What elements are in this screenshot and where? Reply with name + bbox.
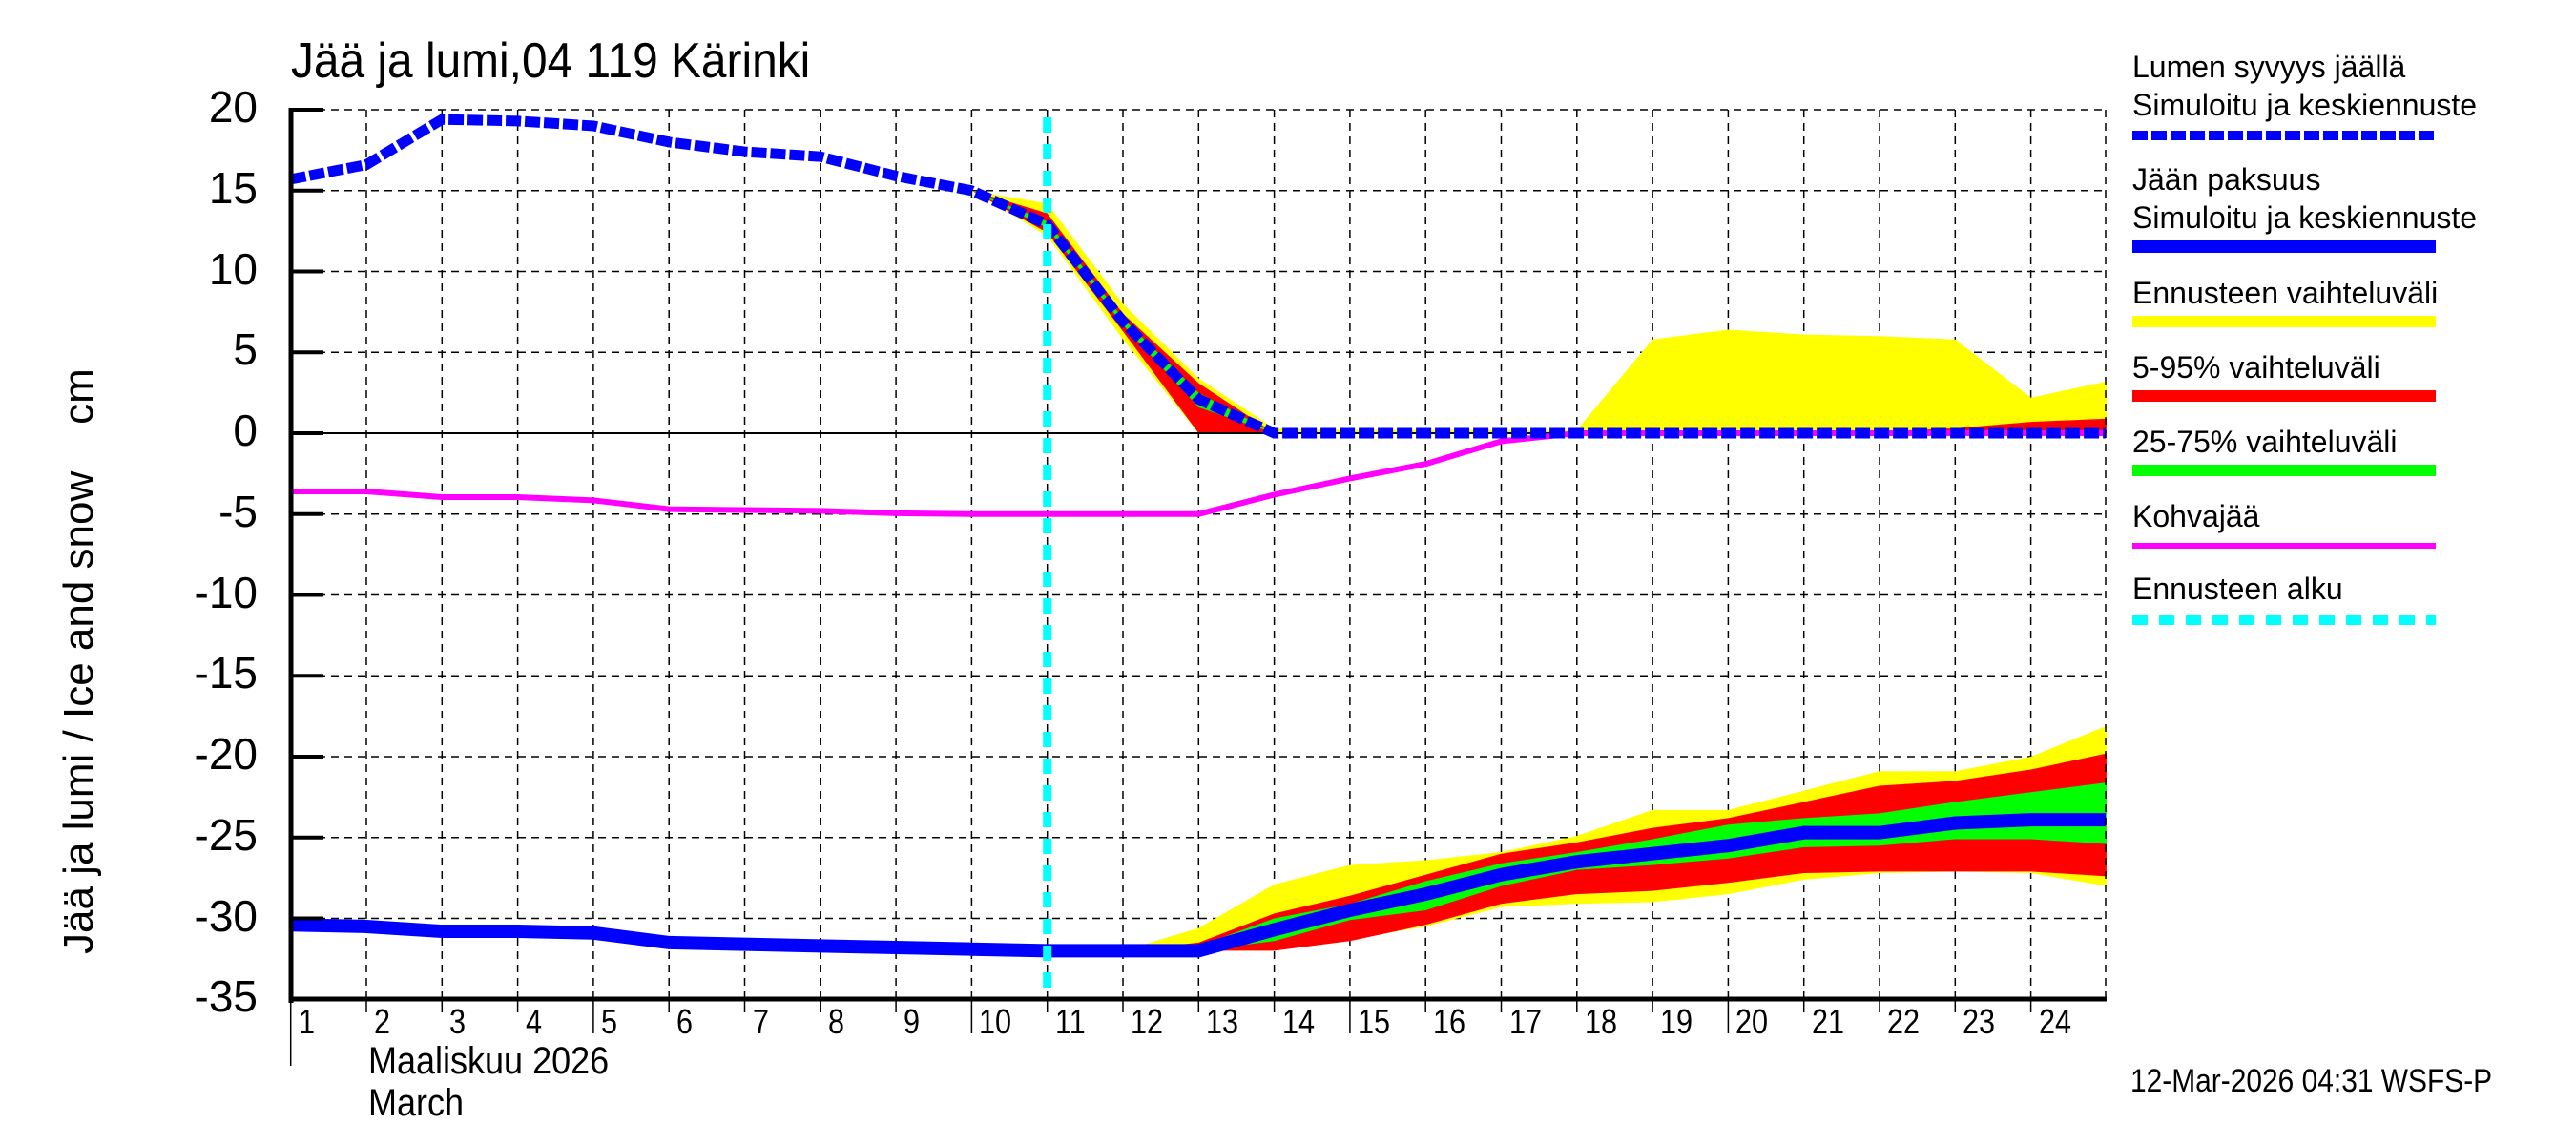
legend-label: 25-75% vaihteluväli — [2132, 425, 2398, 459]
legend-label: 5-95% vaihteluväli — [2132, 350, 2380, 385]
x-tick-label: 12 — [1131, 1002, 1164, 1041]
x-tick-label: 14 — [1281, 1002, 1315, 1041]
band-area — [971, 190, 2107, 433]
chart-title: Jää ja lumi,04 119 Kärinki — [291, 33, 811, 89]
y-tick-label: 0 — [233, 406, 258, 455]
x-tick-label: 4 — [525, 1002, 542, 1041]
y-tick-label: 5 — [233, 324, 258, 375]
legend-swatch-red — [2132, 390, 2436, 402]
data-lines — [289, 114, 2106, 999]
legend-label: Simuloitu ja keskiennuste — [2132, 200, 2478, 235]
legend-label: Simuloitu ja keskiennuste — [2132, 88, 2478, 122]
x-tick-label: 20 — [1735, 1002, 1769, 1041]
legend-label: Ennusteen vaihteluväli — [2132, 276, 2439, 310]
y-tick-label: -30 — [194, 890, 258, 941]
x-tick-label: 24 — [2038, 1002, 2071, 1041]
legend-label: Lumen syvyys jäällä — [2132, 50, 2406, 84]
legend-label: Ennusteen alku — [2132, 572, 2343, 606]
month-label-en: March — [368, 1082, 465, 1124]
x-tick-label: 19 — [1660, 1002, 1693, 1041]
y-tick-label: 20 — [208, 82, 258, 132]
y-tick-label: -25 — [194, 809, 258, 860]
legend-item-ice: Jään paksuus Simuloitu ja keskiennuste — [2132, 160, 2552, 253]
y-tick-label: -10 — [194, 567, 258, 617]
x-tick-label: 13 — [1206, 1002, 1239, 1041]
x-tick-label: 7 — [752, 1002, 769, 1041]
legend-item-full-range: Ennusteen vaihteluväli — [2132, 274, 2552, 327]
legend-item-snow: Lumen syvyys jäällä Simuloitu ja keskien… — [2132, 48, 2552, 143]
legend-swatch-magenta — [2132, 543, 2436, 549]
x-tick-label: 8 — [827, 1002, 844, 1041]
x-tick-label: 10 — [979, 1002, 1012, 1041]
y-tick-label: 15 — [208, 162, 258, 213]
legend-swatch-yellow — [2132, 316, 2436, 327]
y-tick-label: -5 — [218, 486, 258, 536]
legend-swatch-dashed-blue — [2132, 131, 2436, 140]
legend-label: Jään paksuus — [2132, 162, 2321, 197]
ice-thickness-line — [290, 813, 2106, 958]
legend-label: Kohvajää — [2132, 499, 2260, 533]
x-tick-label: 23 — [1963, 1002, 1996, 1041]
x-tick-label: 1 — [298, 1002, 315, 1041]
axes-frame — [288, 108, 2107, 1066]
y-tick-label: -15 — [194, 648, 258, 698]
x-tick-label: 17 — [1508, 1002, 1542, 1041]
x-tick-label: 21 — [1811, 1002, 1844, 1041]
y-tick-label: -35 — [194, 971, 258, 1022]
y-axis-label: Jää ja lumi / Ice and snow cm — [55, 368, 102, 954]
forecast-bands — [971, 190, 2107, 951]
x-tick-label: 16 — [1433, 1002, 1466, 1041]
x-tick-label: 9 — [904, 1002, 921, 1041]
legend-item-5-95: 5-95% vaihteluväli — [2132, 348, 2552, 402]
x-tick-label: 3 — [449, 1002, 467, 1041]
timestamp: 12-Mar-2026 04:31 WSFS-P — [2130, 1063, 2493, 1099]
legend-item-25-75: 25-75% vaihteluväli — [2132, 423, 2552, 476]
month-label-fi: Maaliskuu 2026 — [368, 1040, 610, 1082]
legend-item-forecast-start: Ennusteen alku — [2132, 570, 2552, 627]
x-tick-label: 22 — [1887, 1002, 1921, 1041]
band-area — [1047, 725, 2107, 951]
y-tick-label: -20 — [194, 729, 258, 779]
legend: Lumen syvyys jäällä Simuloitu ja keskien… — [2132, 48, 2552, 627]
x-tick-label: 18 — [1584, 1002, 1617, 1041]
x-tick-label: 6 — [676, 1002, 694, 1041]
legend-swatch-blue — [2132, 240, 2436, 253]
legend-swatch-green — [2132, 465, 2436, 476]
x-tick-label: 2 — [374, 1002, 391, 1041]
x-tick-label: 5 — [600, 1002, 617, 1041]
legend-swatch-dashed-cyan — [2132, 615, 2436, 625]
legend-item-slush: Kohvajää — [2132, 497, 2552, 549]
snow-depth-line — [289, 114, 2106, 439]
x-tick-label: 11 — [1054, 1002, 1086, 1041]
y-tick-label: 10 — [208, 243, 258, 294]
x-tick-label: 15 — [1357, 1002, 1390, 1041]
